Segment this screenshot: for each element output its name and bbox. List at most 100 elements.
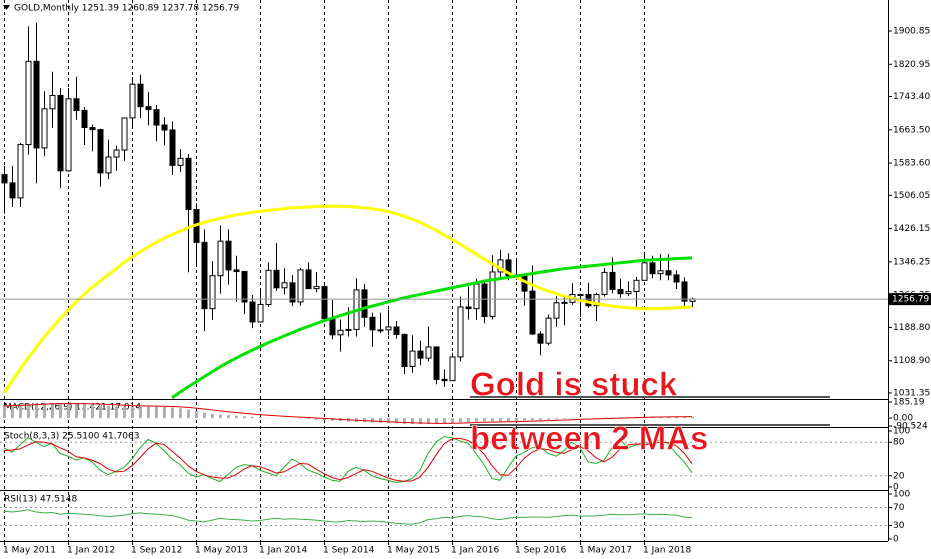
candle-body (457, 306, 464, 358)
macd-bar (451, 418, 454, 423)
candle-body (233, 269, 240, 273)
macd-bar (107, 405, 110, 419)
macd-bar (603, 417, 606, 419)
candle-body (361, 289, 368, 318)
candle-body (105, 156, 112, 174)
candle-body (1, 174, 8, 184)
y-tick-label: 1506.05 (893, 191, 930, 201)
candle-body (449, 356, 456, 382)
price-label: 1256.79 (892, 295, 929, 305)
candle-body (225, 240, 232, 271)
annotation: between 2 MAs (470, 420, 708, 457)
macd-bar (67, 403, 70, 419)
candle-body (177, 157, 184, 166)
macd-bar (507, 418, 510, 422)
x-tick-label: 1 Sep 2012 (131, 546, 182, 556)
candle-body (137, 83, 144, 108)
candle-body (633, 279, 640, 293)
candle-body (241, 271, 248, 303)
macd-bar (555, 418, 558, 420)
candle-body (249, 301, 256, 323)
candle-body (97, 129, 104, 174)
y-tick-label: 0.00 (893, 414, 913, 424)
macd-bar (611, 417, 614, 419)
y-tick-label: 1108.90 (893, 356, 930, 366)
candle-body (73, 98, 80, 111)
macd-bar (483, 418, 486, 422)
macd-bar (83, 404, 86, 419)
indicator-line (3, 403, 693, 424)
candle-body (377, 329, 384, 332)
macd-bar (691, 417, 694, 419)
macd-bar (131, 406, 134, 419)
macd-bar (539, 418, 542, 420)
macd-bar (387, 418, 390, 424)
panel-label: Stoch(8,3,3) 25.5100 41.7063 (4, 432, 139, 442)
macd-bar (187, 409, 190, 419)
macd-bar (99, 405, 102, 419)
candle-body (393, 326, 400, 335)
y-tick-label: 1188.80 (893, 323, 930, 333)
macd-bar (3, 405, 6, 419)
macd-bar (227, 415, 230, 419)
macd-bar (371, 418, 374, 423)
indicator-line (3, 509, 693, 525)
menu-triangle[interactable] (3, 5, 10, 10)
candle-body (329, 318, 336, 336)
candle-body (265, 269, 272, 305)
macd-bar (235, 415, 238, 419)
y-tick-label: 1426.15 (893, 224, 930, 234)
candle-body (201, 241, 208, 310)
x-tick-label: 1 May 2011 (3, 546, 56, 556)
candle-body (417, 350, 424, 359)
candle-body (473, 283, 480, 310)
candle-body (337, 329, 344, 336)
candle-body (121, 117, 128, 151)
candle-body (681, 281, 688, 302)
candle-body (625, 291, 632, 295)
y-tick-label: 1583.60 (893, 159, 930, 169)
macd-bar (459, 418, 462, 423)
macd-bar (683, 416, 686, 419)
x-tick-label: 1 Jan 2012 (67, 546, 115, 556)
candle-body (433, 346, 440, 380)
macd-bar (419, 418, 422, 425)
candle-body (41, 108, 48, 149)
x-tick-label: 1 Jan 2016 (451, 546, 499, 556)
y-tick-label: 70 (893, 503, 905, 513)
macd-bar (11, 404, 14, 419)
candle-body (577, 293, 584, 296)
candle-body (281, 282, 288, 289)
x-tick-label: 1 May 2013 (195, 546, 248, 556)
macd-bar (411, 418, 414, 425)
macd-bar (523, 418, 526, 421)
x-tick-label: 1 Jan 2018 (643, 546, 691, 556)
macd-bar (323, 418, 326, 421)
candle-body (649, 262, 656, 275)
candle-body (585, 293, 592, 307)
macd-bar (547, 418, 550, 420)
y-tick-label: 0 (893, 535, 899, 545)
candle-body (529, 290, 536, 335)
panel-label: RSI(13) 47.5148 (4, 495, 77, 505)
macd-bar (403, 418, 406, 424)
y-tick-label: 80 (893, 438, 905, 448)
macd-bar (395, 418, 398, 424)
macd-bar (75, 403, 78, 419)
macd-bar (139, 406, 142, 419)
y-tick-label: 1346.25 (893, 257, 930, 267)
macd-bar (443, 418, 446, 424)
candle-body (273, 269, 280, 289)
macd-bar (259, 417, 262, 419)
y-tick-label: 1663.50 (893, 125, 930, 135)
candle-body (369, 316, 376, 331)
candle-body (289, 282, 296, 303)
candle-body (425, 346, 432, 359)
candle-body (345, 328, 352, 331)
annotation: Gold is stuck (470, 366, 678, 403)
y-tick-label: 1743.40 (893, 92, 930, 102)
x-tick-label: 1 May 2017 (579, 546, 632, 556)
macd-bar (251, 416, 254, 419)
